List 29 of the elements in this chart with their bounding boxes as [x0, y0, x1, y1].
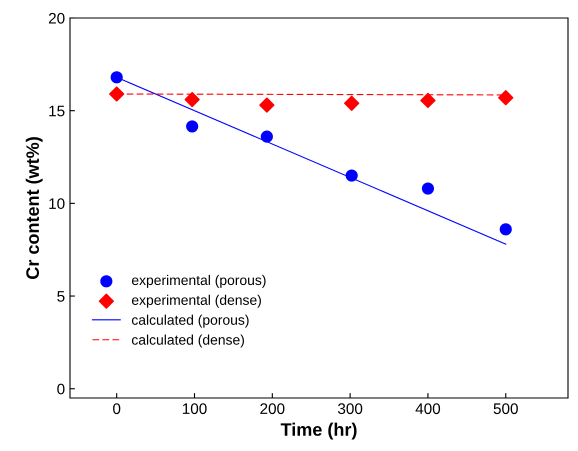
- y-tick-label: 5: [57, 291, 64, 302]
- point: [186, 120, 198, 133]
- point: [420, 92, 436, 108]
- x-tick-label: 0: [113, 403, 120, 414]
- x-tick-label: 500: [494, 403, 518, 414]
- y-tick-label: 10: [49, 198, 65, 210]
- point: [344, 96, 360, 111]
- x-tick-label: 200: [260, 403, 284, 414]
- y-tick-label: 20: [48, 12, 65, 24]
- x-tick-label: 400: [416, 403, 440, 414]
- point: [260, 130, 273, 143]
- point: [422, 182, 434, 195]
- legend-label: calculated (dense): [132, 334, 244, 348]
- legend-label: experimental (dense): [132, 294, 261, 308]
- point: [498, 90, 514, 106]
- point: [346, 169, 358, 182]
- point: [110, 71, 123, 84]
- x-tick-label: 300: [338, 403, 362, 414]
- x-axis-title: Time (hr): [280, 422, 357, 440]
- legend-label: calculated (porous): [132, 314, 249, 328]
- point: [500, 223, 512, 236]
- legend-label: experimental (porous): [132, 274, 266, 288]
- point: [109, 86, 124, 102]
- y-tick-label: 0: [57, 384, 65, 394]
- y-tick-label: 15: [49, 106, 64, 116]
- x-tick-label: 100: [182, 403, 207, 414]
- point: [184, 92, 200, 108]
- point: [259, 97, 275, 113]
- y-axis-title: Cr content (wt%): [26, 137, 43, 279]
